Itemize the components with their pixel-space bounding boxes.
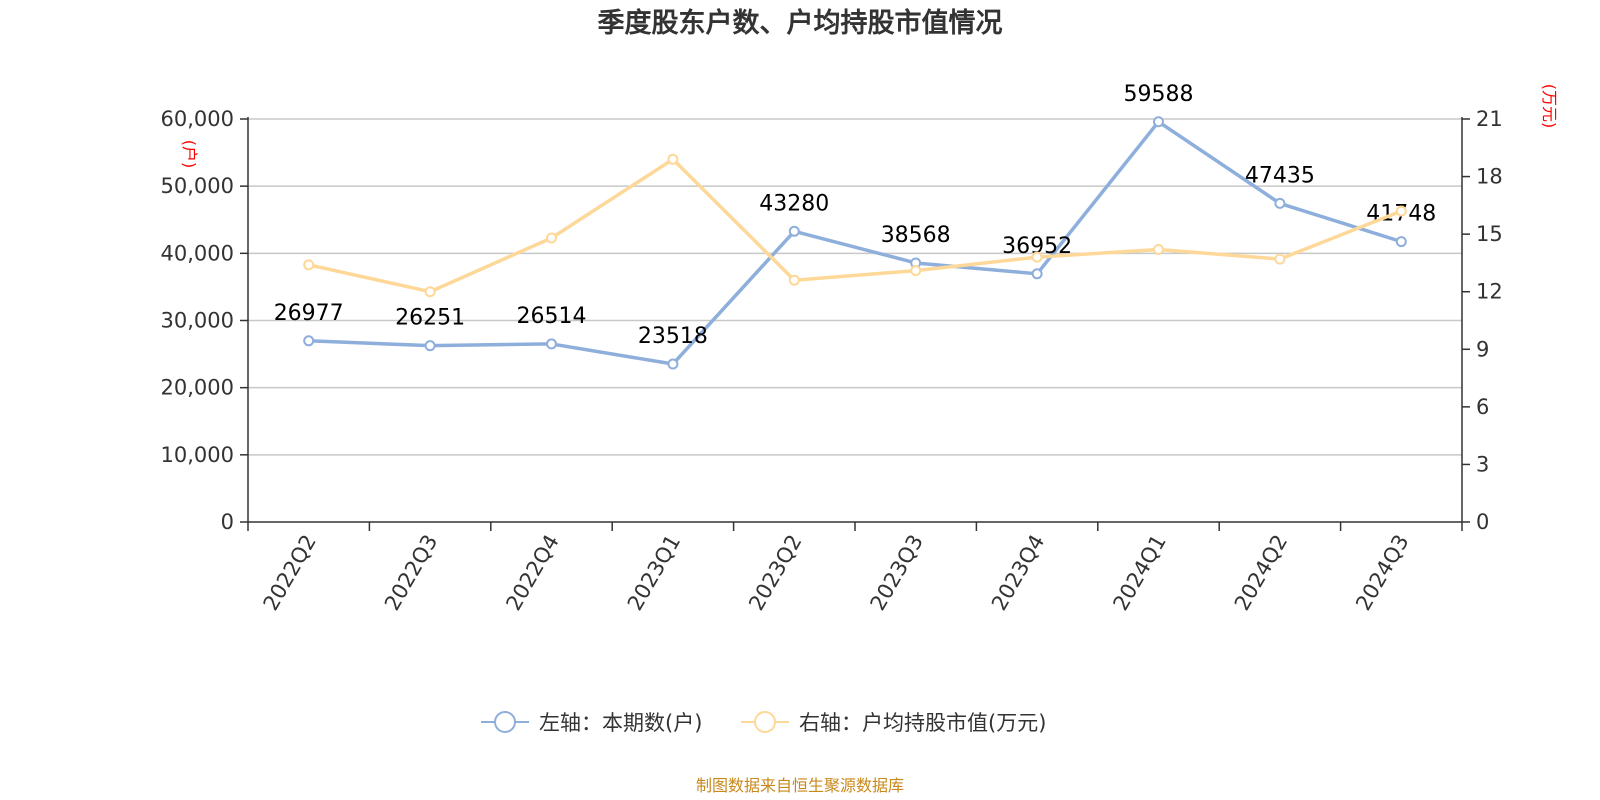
data-point	[1274, 197, 1286, 209]
data-point	[788, 225, 800, 237]
series-line	[306, 120, 1404, 366]
x-tick-label: 2022Q2	[259, 531, 321, 615]
right-tick-label: 6	[1476, 395, 1489, 419]
x-tick-label: 2022Q4	[501, 531, 563, 615]
data-label: 38568	[881, 223, 951, 248]
data-point	[1395, 205, 1407, 217]
data-label: 26977	[274, 301, 344, 326]
data-point	[303, 259, 315, 271]
data-label: 26251	[395, 306, 465, 331]
left-tick-label: 50,000	[161, 174, 234, 198]
data-point	[1031, 268, 1043, 280]
x-tick-label: 2023Q3	[866, 531, 928, 615]
data-point	[546, 232, 557, 244]
data-point	[424, 340, 436, 352]
data-point	[424, 286, 436, 298]
left-tick-label: 40,000	[161, 241, 234, 265]
x-tick-label: 2024Q3	[1351, 531, 1413, 615]
left-tick-label: 10,000	[161, 443, 234, 467]
left-tick-label: 60,000	[161, 107, 234, 131]
left-tick-label: 20,000	[161, 376, 234, 400]
left-axis: 0 10,000 20,000 30,000 40,000 50,000 60,000	[161, 107, 249, 534]
legend-label: 右轴：户均持股市值(万元)	[799, 711, 1046, 735]
grid	[248, 118, 1462, 456]
right-tick-label: 15	[1476, 222, 1503, 246]
data-point	[1153, 243, 1164, 255]
legend: 左轴：本期数(户) 右轴：户均持股市值(万元)	[481, 711, 1046, 735]
data-point	[1031, 251, 1043, 263]
right-tick-label: 0	[1476, 510, 1489, 534]
data-label: 26514	[517, 304, 587, 329]
right-axis: 0 3 6 9 12 15 18 21	[1461, 107, 1503, 534]
legend-marker	[494, 711, 516, 733]
data-point	[1274, 253, 1286, 265]
x-tick-label: 2023Q4	[987, 531, 1049, 615]
left-tick-label: 30,000	[161, 309, 234, 333]
right-tick-label: 21	[1476, 107, 1503, 131]
data-point	[788, 274, 800, 286]
data-point	[667, 153, 679, 165]
data-point	[303, 335, 315, 347]
legend-item-1: 左轴：本期数(户)	[481, 711, 702, 735]
source-note: 制图数据来自恒生聚源数据库	[696, 776, 904, 795]
x-tick-label: 2024Q1	[1108, 531, 1170, 615]
legend-label: 左轴：本期数(户)	[539, 711, 702, 735]
data-label: 23518	[638, 324, 708, 349]
data-point	[667, 358, 679, 370]
right-axis-unit: (万元)	[1540, 84, 1559, 129]
data-point	[546, 338, 557, 350]
data-point	[1153, 116, 1164, 128]
left-tick-label: 0	[221, 510, 234, 534]
series-2	[303, 153, 1407, 298]
right-tick-label: 12	[1476, 280, 1503, 304]
data-point	[1395, 236, 1407, 248]
x-axis: 2022Q2 2022Q3 2022Q4 2023Q1 2023Q2 2023Q3 2023…	[247, 521, 1463, 615]
x-tick-label: 2023Q1	[623, 531, 685, 615]
right-tick-label: 18	[1476, 165, 1503, 189]
data-label: 59588	[1124, 82, 1194, 107]
right-tick-label: 9	[1476, 337, 1489, 361]
legend-marker	[754, 711, 776, 733]
x-tick-label: 2023Q2	[744, 531, 806, 615]
right-tick-label: 3	[1476, 452, 1489, 476]
x-tick-label: 2022Q3	[380, 531, 442, 615]
legend-item-2: 右轴：户均持股市值(万元)	[741, 711, 1046, 735]
data-label: 47435	[1245, 163, 1315, 188]
series-line	[306, 157, 1404, 294]
chart-title: 季度股东户数、户均持股市值情况	[598, 7, 1003, 39]
left-axis-unit: (户)	[180, 140, 199, 169]
data-point	[910, 265, 922, 277]
x-tick-label: 2024Q2	[1230, 531, 1292, 615]
data-label: 43280	[759, 191, 829, 216]
